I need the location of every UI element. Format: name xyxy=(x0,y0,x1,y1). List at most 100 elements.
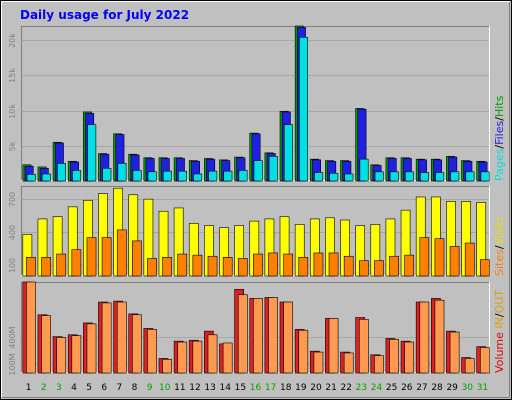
chart-panel-3: 100M 400M Volume IN/OUT xyxy=(8,281,506,376)
x-tick-label-day-28: 28 xyxy=(431,383,443,393)
bar-pages-day-30 xyxy=(465,171,475,182)
bar-pages-day-21 xyxy=(329,172,339,182)
bar-pages-day-5 xyxy=(87,124,97,182)
bar-sites-day-14 xyxy=(222,257,233,277)
bar-pages-day-26 xyxy=(404,171,414,182)
legend-entry: / xyxy=(493,145,506,149)
bar-pages-day-20 xyxy=(314,172,324,182)
bar-sites-day-19 xyxy=(298,257,309,277)
bar-pages-day-29 xyxy=(450,171,460,182)
bar-out-day-17 xyxy=(268,297,278,374)
bar-out-day-27 xyxy=(419,301,430,374)
y-tick-label: 10k xyxy=(8,104,17,119)
bar-out-day-5 xyxy=(86,323,97,374)
y-tick-label: 20k xyxy=(8,33,17,48)
legend-entry: IN xyxy=(493,317,506,328)
legend-entry: Hits xyxy=(493,95,506,117)
bar-out-day-1 xyxy=(26,281,36,374)
x-tick-label-day-12: 12 xyxy=(189,383,200,393)
bar-pages-day-16 xyxy=(253,160,263,182)
bar-pages-day-9 xyxy=(147,171,157,182)
bar-out-day-15 xyxy=(237,294,248,374)
bar-sites-day-15 xyxy=(237,258,248,277)
bar-pages-day-28 xyxy=(435,172,445,182)
x-tick-label-day-23: 23 xyxy=(356,383,367,393)
bar-pages-day-13 xyxy=(208,170,218,182)
bar-out-day-8 xyxy=(132,314,142,374)
x-tick-label-day-18: 18 xyxy=(280,383,292,393)
bar-out-day-18 xyxy=(283,301,294,374)
bar-sites-day-9 xyxy=(147,258,157,277)
x-tick-label-day-19: 19 xyxy=(295,383,307,393)
x-tick-label-day-25: 25 xyxy=(386,383,397,393)
bar-pages-day-8 xyxy=(132,170,142,182)
bar-out-day-21 xyxy=(328,318,339,374)
x-tick-label-day-22: 22 xyxy=(341,383,352,393)
bar-pages-day-19 xyxy=(299,36,308,182)
x-tick-label-day-3: 3 xyxy=(56,383,62,393)
bar-pages-day-27 xyxy=(420,172,430,182)
x-tick-label-day-7: 7 xyxy=(116,383,122,393)
legend-3: Volume IN/OUT xyxy=(493,290,506,373)
bar-out-day-31 xyxy=(480,347,490,374)
bar-sites-day-11 xyxy=(177,253,188,277)
bar-pages-day-12 xyxy=(193,173,203,182)
bar-pages-day-17 xyxy=(268,156,278,182)
bar-pages-day-6 xyxy=(102,168,112,182)
bar-sites-day-2 xyxy=(41,257,51,277)
x-tick-label-day-24: 24 xyxy=(371,383,383,393)
x-tick-label-day-15: 15 xyxy=(235,383,246,393)
chart-title: Daily usage for July 2022 xyxy=(20,8,189,22)
bar-sites-day-10 xyxy=(162,257,172,277)
x-tick-label-day-11: 11 xyxy=(174,383,185,393)
y-tick-label: 100 xyxy=(8,258,17,273)
legend-entry: Sites xyxy=(493,249,506,276)
bar-out-day-12 xyxy=(192,340,203,374)
bar-out-day-30 xyxy=(464,358,475,374)
bar-out-day-25 xyxy=(389,339,399,374)
bar-sites-day-13 xyxy=(207,255,218,277)
bar-sites-day-6 xyxy=(101,237,112,277)
y-tick-label: 400M xyxy=(8,326,17,348)
bar-sites-day-20 xyxy=(313,252,324,277)
legend-entry: Files xyxy=(493,120,506,144)
legend-entry: / xyxy=(493,313,506,317)
bar-out-day-9 xyxy=(147,329,157,374)
bar-out-day-20 xyxy=(313,351,324,374)
bar-out-day-22 xyxy=(343,352,354,374)
bar-out-day-14 xyxy=(222,342,233,374)
bar-sites-day-12 xyxy=(192,254,203,277)
x-tick-label-day-26: 26 xyxy=(401,383,413,393)
legend-entry: Pages xyxy=(493,148,506,181)
bar-pages-day-14 xyxy=(223,170,233,182)
bar-out-day-2 xyxy=(41,315,51,374)
x-tick-label-day-13: 13 xyxy=(204,383,215,393)
bar-pages-day-11 xyxy=(178,170,187,182)
y-tick-label: 700 xyxy=(8,192,17,207)
bar-out-day-11 xyxy=(177,341,188,374)
bar-pages-day-24 xyxy=(374,171,384,182)
x-tick-label-day-10: 10 xyxy=(159,383,171,393)
bar-pages-day-3 xyxy=(57,163,66,182)
bar-out-day-16 xyxy=(253,298,263,374)
bar-sites-day-8 xyxy=(132,240,142,277)
legend-1: Pages/Files/Hits xyxy=(493,95,506,181)
bar-out-day-19 xyxy=(298,329,309,374)
bar-pages-day-22 xyxy=(344,173,354,182)
bar-pages-day-10 xyxy=(162,170,172,182)
bar-pages-day-23 xyxy=(359,158,369,182)
bar-sites-day-16 xyxy=(253,253,263,277)
bar-sites-day-17 xyxy=(268,252,278,277)
x-tick-label-day-5: 5 xyxy=(86,383,92,393)
bar-pages-day-18 xyxy=(283,124,293,182)
legend-entry: / xyxy=(493,117,506,121)
bar-sites-day-18 xyxy=(283,253,294,277)
bar-sites-day-25 xyxy=(389,255,399,277)
legend-entry: Visits xyxy=(493,216,506,245)
bar-sites-day-24 xyxy=(374,260,384,277)
bar-sites-day-29 xyxy=(449,246,460,277)
bar-sites-day-4 xyxy=(71,249,82,277)
bar-pages-day-4 xyxy=(72,170,82,182)
